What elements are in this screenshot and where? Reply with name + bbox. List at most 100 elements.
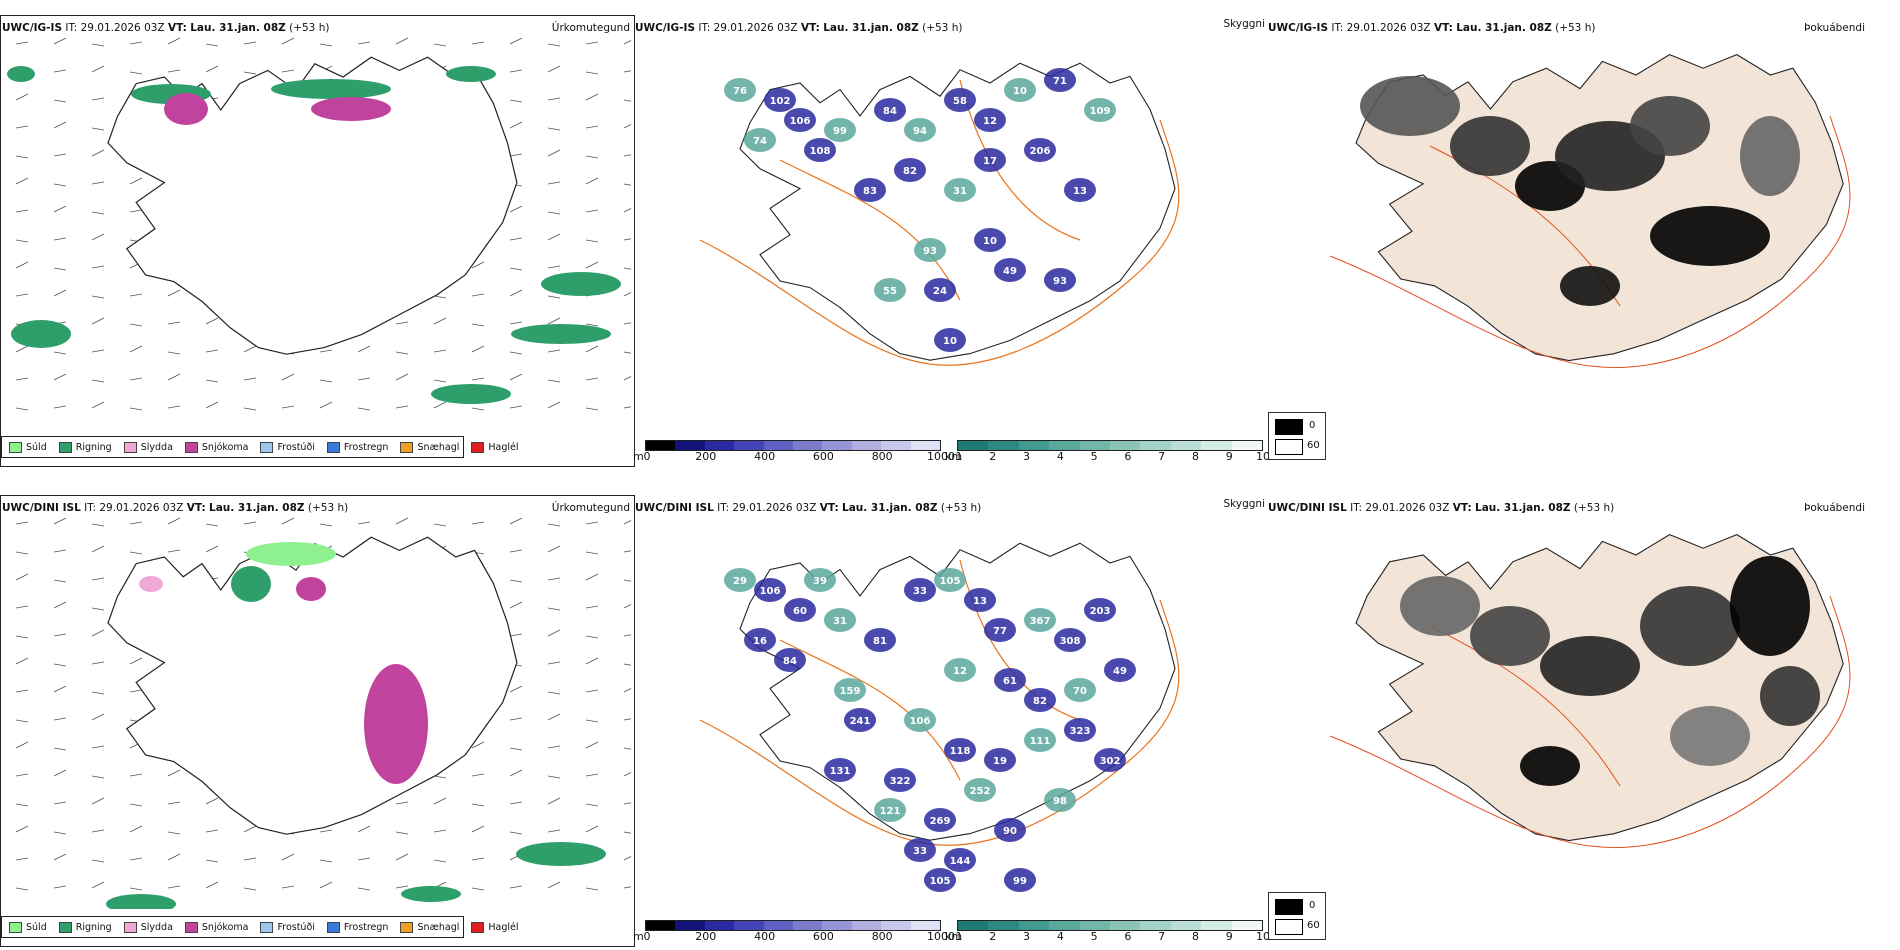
low-visibility-area bbox=[924, 868, 956, 892]
colorbar-strip bbox=[645, 440, 941, 451]
fog-title: Þokuábendi bbox=[1804, 22, 1865, 34]
wind-barb bbox=[15, 521, 29, 525]
panel-title-fog: UWC/DINI ISL IT: 29.01.2026 03Z VT: Lau.… bbox=[1268, 502, 1615, 514]
precip-type-panel bbox=[0, 495, 635, 947]
snow-area bbox=[364, 664, 428, 784]
colorbar-tick-label: 2 bbox=[989, 930, 997, 943]
wind-barb bbox=[509, 579, 523, 583]
visibility-km-colorbar: km 1 2 3 4 5 6 7 8 9 10 bbox=[945, 918, 1270, 948]
wind-barb bbox=[471, 803, 485, 807]
wind-barb bbox=[509, 517, 523, 525]
wind-barb bbox=[15, 573, 29, 581]
legend-item: Frostregn bbox=[326, 441, 388, 453]
colorbar-tick-label: 10 bbox=[1256, 930, 1270, 943]
wind-barb bbox=[547, 691, 561, 695]
legend-swatch bbox=[58, 441, 72, 453]
visibility-value-label: 98 bbox=[1053, 796, 1067, 807]
wind-barb bbox=[53, 205, 67, 213]
wind-barb bbox=[15, 209, 29, 213]
rain-area bbox=[271, 79, 391, 99]
wind-barb bbox=[585, 125, 599, 129]
colorbar-tick-label: 2 bbox=[989, 450, 997, 463]
wind-barb bbox=[129, 209, 143, 213]
wind-barb bbox=[167, 801, 181, 805]
colorbar-swatch bbox=[734, 921, 764, 930]
wind-barb bbox=[509, 99, 523, 103]
visibility-value-label: 12 bbox=[983, 116, 997, 127]
colorbar-tick-label: 1000 bbox=[927, 930, 955, 943]
low-visibility-area bbox=[934, 568, 966, 592]
wind-barb bbox=[167, 69, 181, 73]
rain-area bbox=[431, 384, 511, 404]
wind-barb bbox=[547, 629, 561, 637]
low-visibility-area bbox=[1044, 268, 1076, 292]
wind-barb bbox=[243, 41, 257, 45]
visibility-value-label: 77 bbox=[993, 626, 1007, 637]
wind-barb bbox=[623, 772, 631, 777]
wind-barb bbox=[167, 853, 181, 861]
wind-barb bbox=[91, 349, 105, 353]
wind-barb bbox=[53, 685, 67, 693]
wind-barb bbox=[585, 41, 599, 45]
colorbar-strip bbox=[957, 920, 1263, 931]
wind-barb bbox=[623, 70, 631, 73]
wind-barb bbox=[53, 831, 67, 835]
low-visibility-area bbox=[944, 738, 976, 762]
visibility-value-label: 102 bbox=[770, 96, 791, 107]
fog-indicator-area bbox=[1560, 266, 1620, 306]
visibility-value-label: 82 bbox=[1033, 696, 1047, 707]
wind-barb bbox=[585, 551, 599, 555]
wind-barb bbox=[547, 577, 561, 581]
wind-barb bbox=[547, 149, 561, 157]
colorbar-swatch bbox=[763, 921, 794, 930]
wind-barb bbox=[585, 773, 599, 777]
visibility-value-label: 12 bbox=[953, 666, 967, 677]
visibility-value-label: 71 bbox=[1053, 76, 1067, 87]
fog-indicator-area bbox=[1730, 556, 1810, 656]
wind-barb bbox=[319, 349, 333, 353]
wind-barb bbox=[15, 635, 29, 639]
visibility-value-label: 31 bbox=[953, 186, 967, 197]
wind-barb bbox=[357, 407, 371, 411]
legend-label: Slydda bbox=[140, 921, 173, 933]
precip-type-legend: Súld Rigning Slydda Snjókoma Frostúði Frostre… bbox=[1, 436, 519, 458]
wind-barb bbox=[91, 265, 105, 269]
wind-barb bbox=[129, 887, 143, 891]
low-visibility-area bbox=[974, 148, 1006, 172]
wind-barb bbox=[91, 295, 105, 299]
wind-barb bbox=[547, 379, 561, 383]
wind-barb bbox=[357, 521, 371, 525]
low-visibility-area bbox=[924, 278, 956, 302]
panel-title-fog: UWC/IG-IS IT: 29.01.2026 03Z VT: Lau. 31… bbox=[1268, 22, 1596, 34]
colorbar-swatch bbox=[793, 441, 823, 450]
colorbar-tick-label: 1 bbox=[955, 930, 963, 943]
low-visibility-area bbox=[994, 258, 1026, 282]
wind-barb bbox=[129, 689, 143, 693]
visibility-value-label: 13 bbox=[1073, 186, 1087, 197]
wind-barb bbox=[433, 859, 447, 863]
wind-barb bbox=[15, 41, 29, 45]
wind-barb bbox=[205, 349, 219, 353]
wind-barb bbox=[395, 885, 409, 889]
wind-barb bbox=[205, 317, 219, 325]
low-visibility-area bbox=[864, 628, 896, 652]
low-visibility-area bbox=[834, 678, 866, 702]
colorbar-strip bbox=[645, 920, 941, 931]
wind-barb bbox=[509, 801, 523, 805]
legend-item: Slydda bbox=[123, 441, 173, 453]
wind-barb bbox=[433, 797, 447, 805]
legend-swatch bbox=[184, 441, 198, 453]
wind-barb bbox=[15, 125, 29, 129]
wind-barb bbox=[357, 857, 371, 861]
low-visibility-area bbox=[1064, 718, 1096, 742]
wind-barb bbox=[243, 887, 257, 891]
wind-barb bbox=[471, 887, 485, 891]
visibility-value-label: 81 bbox=[873, 636, 887, 647]
wind-barb bbox=[281, 885, 295, 889]
wind-barb bbox=[319, 859, 333, 863]
wind-barb bbox=[623, 267, 631, 270]
visibility-value-label: 84 bbox=[883, 106, 897, 117]
visibility-value-label: 111 bbox=[1030, 736, 1051, 747]
colorbar-swatch bbox=[851, 921, 882, 930]
wind-barb bbox=[15, 261, 29, 269]
